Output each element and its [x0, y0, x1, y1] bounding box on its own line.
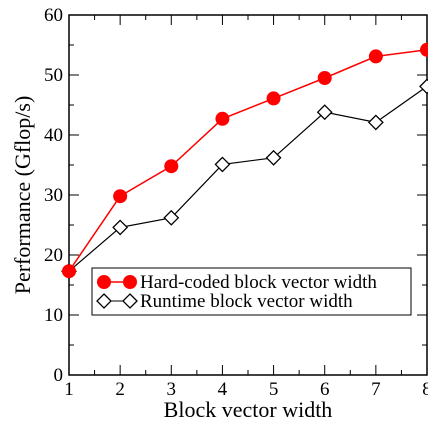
legend-marker-runtime	[96, 293, 112, 309]
x-tick-label: 4	[218, 379, 228, 400]
series-lines	[68, 49, 428, 272]
y-tick-label: 60	[44, 5, 63, 26]
y-tick-label: 10	[44, 305, 63, 326]
y-tick-label: 20	[44, 245, 63, 266]
legend-entry-hard-coded: Hard-coded block vector width	[97, 272, 377, 293]
data-markers	[61, 42, 428, 280]
data-point-runtime	[419, 78, 428, 95]
y-tick-label: 50	[44, 65, 63, 86]
legend-marker-hard-coded	[123, 275, 137, 289]
x-tick-label: 7	[371, 379, 381, 400]
data-point-hard-coded	[215, 111, 230, 126]
legend-entry-runtime: Runtime block vector width	[96, 291, 353, 312]
legend-box	[91, 267, 412, 316]
data-point-runtime	[112, 219, 129, 236]
y-tick-label: 0	[54, 365, 64, 386]
x-tick-label: 1	[64, 379, 74, 400]
data-point-hard-coded	[368, 49, 383, 64]
legend-label-hard-coded: Hard-coded block vector width	[140, 272, 377, 293]
data-point-runtime	[265, 149, 282, 166]
x-axis-title: Block vector width	[164, 397, 333, 422]
data-point-hard-coded	[62, 264, 76, 279]
axis-ticks	[68, 14, 428, 376]
series-line-hard-coded	[68, 49, 428, 272]
legend-label-runtime: Runtime block vector width	[140, 291, 353, 312]
data-point-hard-coded	[113, 189, 128, 204]
x-tick-label: 3	[167, 379, 177, 400]
data-point-hard-coded	[266, 91, 281, 106]
data-point-hard-coded	[164, 159, 179, 174]
data-point-hard-coded	[420, 42, 428, 57]
y-tick-label: 30	[44, 185, 63, 206]
legend: Hard-coded block vector width Runtime bl…	[91, 267, 412, 316]
x-tick-label: 8	[422, 379, 428, 400]
y-tick-label: 40	[44, 125, 63, 146]
data-point-hard-coded	[317, 71, 332, 85]
series-line-runtime	[68, 85, 428, 272]
x-tick-label: 2	[115, 379, 125, 400]
legend-marker-hard-coded	[97, 275, 111, 289]
legend-marker-runtime	[122, 293, 138, 309]
x-tick-label: 6	[320, 379, 330, 400]
data-point-runtime	[316, 104, 333, 121]
x-tick-label: 5	[269, 379, 279, 400]
tick-labels: 1 2 3 4 5 6 7 8 0 10 20 30 40 50 60	[44, 5, 428, 400]
y-axis-title: Performance (Gflop/s)	[10, 96, 35, 295]
data-point-runtime	[214, 156, 231, 173]
data-point-runtime	[367, 114, 384, 131]
data-point-runtime	[163, 209, 180, 226]
